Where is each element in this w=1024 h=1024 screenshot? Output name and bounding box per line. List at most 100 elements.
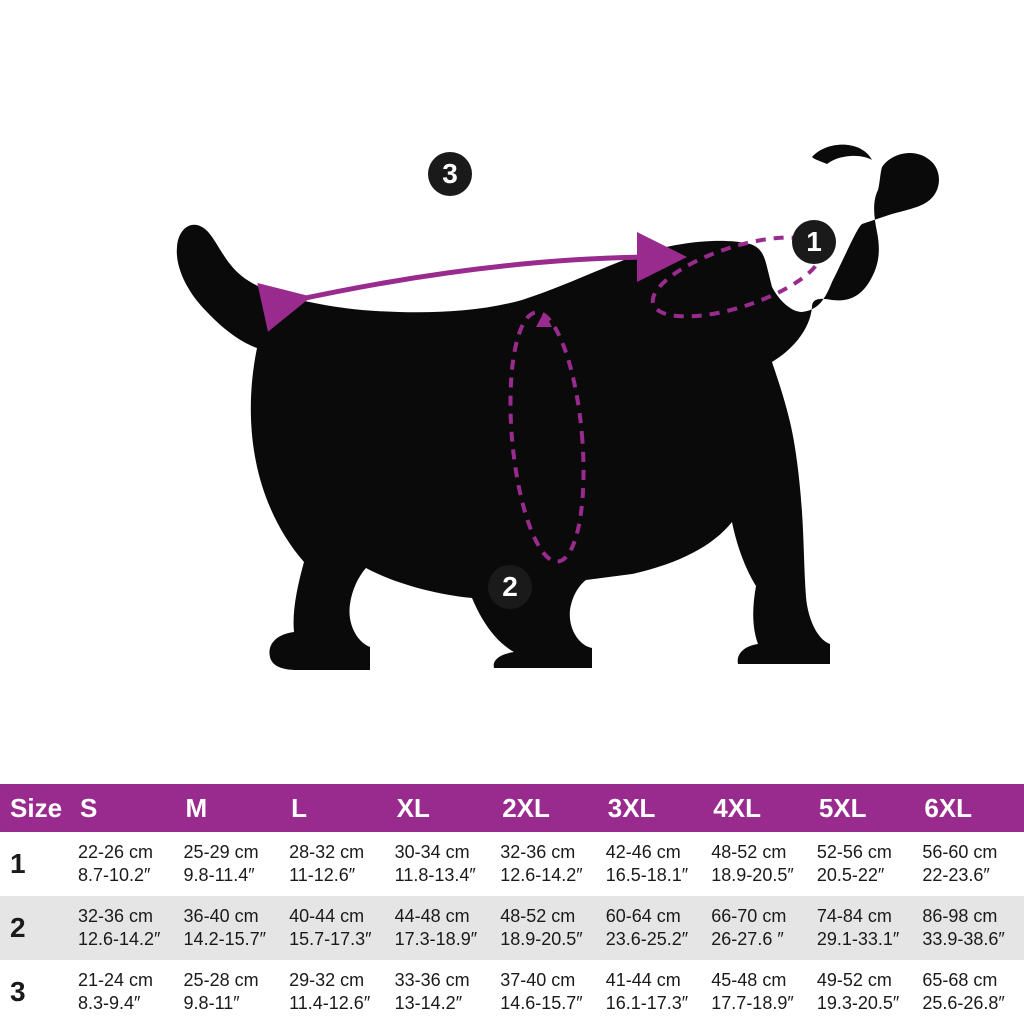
- row-label: 3: [0, 960, 74, 1024]
- cell-in: 25.6-26.8″: [922, 992, 1020, 1015]
- cell-cm: 40-44 cm: [289, 905, 387, 928]
- cell-in: 8.3-9.4″: [78, 992, 176, 1015]
- cell-in: 12.6-14.2″: [500, 864, 598, 887]
- cell-in: 19.3-20.5″: [817, 992, 915, 1015]
- cell-cm: 30-34 cm: [395, 841, 493, 864]
- cell-in: 11-12.6″: [289, 864, 387, 887]
- table-row: 232-36 cm12.6-14.2″36-40 cm14.2-15.7″40-…: [0, 896, 1024, 960]
- size-cell: 25-28 cm9.8-11″: [180, 960, 286, 1024]
- marker-label: 1: [806, 226, 822, 258]
- cell-in: 15.7-17.3″: [289, 928, 387, 951]
- size-cell: 60-64 cm23.6-25.2″: [602, 896, 708, 960]
- cell-in: 26-27.6 ″: [711, 928, 809, 951]
- table-body: 122-26 cm8.7-10.2″25-29 cm9.8-11.4″28-32…: [0, 832, 1024, 1024]
- cell-cm: 37-40 cm: [500, 969, 598, 992]
- cell-in: 29.1-33.1″: [817, 928, 915, 951]
- col-header-2XL: 2XL: [496, 784, 602, 832]
- marker-3-back: 3: [428, 152, 472, 196]
- cell-in: 11.8-13.4″: [395, 864, 493, 887]
- size-cell: 48-52 cm18.9-20.5″: [707, 832, 813, 896]
- col-header-4XL: 4XL: [707, 784, 813, 832]
- cell-in: 9.8-11″: [184, 992, 282, 1015]
- size-cell: 37-40 cm14.6-15.7″: [496, 960, 602, 1024]
- size-cell: 25-29 cm9.8-11.4″: [180, 832, 286, 896]
- cell-cm: 48-52 cm: [500, 905, 598, 928]
- size-cell: 45-48 cm17.7-18.9″: [707, 960, 813, 1024]
- table-row: 122-26 cm8.7-10.2″25-29 cm9.8-11.4″28-32…: [0, 832, 1024, 896]
- marker-label: 3: [442, 158, 458, 190]
- marker-label: 2: [502, 571, 518, 603]
- size-cell: 42-46 cm16.5-18.1″: [602, 832, 708, 896]
- col-header-6XL: 6XL: [918, 784, 1024, 832]
- size-cell: 36-40 cm14.2-15.7″: [180, 896, 286, 960]
- table-row: 321-24 cm8.3-9.4″25-28 cm9.8-11″29-32 cm…: [0, 960, 1024, 1024]
- size-cell: 48-52 cm18.9-20.5″: [496, 896, 602, 960]
- row-label: 1: [0, 832, 74, 896]
- cell-in: 14.6-15.7″: [500, 992, 598, 1015]
- cell-cm: 36-40 cm: [184, 905, 282, 928]
- size-cell: 41-44 cm16.1-17.3″: [602, 960, 708, 1024]
- col-header-XL: XL: [391, 784, 497, 832]
- cell-cm: 86-98 cm: [922, 905, 1020, 928]
- cell-in: 13-14.2″: [395, 992, 493, 1015]
- cell-cm: 44-48 cm: [395, 905, 493, 928]
- cell-in: 14.2-15.7″: [184, 928, 282, 951]
- row-label: 2: [0, 896, 74, 960]
- cell-in: 17.3-18.9″: [395, 928, 493, 951]
- size-cell: 74-84 cm29.1-33.1″: [813, 896, 919, 960]
- size-chart-table: SizeSMLXL2XL3XL4XL5XL6XL 122-26 cm8.7-10…: [0, 784, 1024, 1024]
- col-header-S: S: [74, 784, 180, 832]
- col-header-M: M: [180, 784, 286, 832]
- size-cell: 21-24 cm8.3-9.4″: [74, 960, 180, 1024]
- cell-in: 18.9-20.5″: [711, 864, 809, 887]
- cell-in: 16.5-18.1″: [606, 864, 704, 887]
- dog-silhouette: [72, 52, 952, 732]
- size-cell: 32-36 cm12.6-14.2″: [496, 832, 602, 896]
- cell-in: 18.9-20.5″: [500, 928, 598, 951]
- col-header-3XL: 3XL: [602, 784, 708, 832]
- cell-cm: 25-29 cm: [184, 841, 282, 864]
- size-cell: 56-60 cm22-23.6″: [918, 832, 1024, 896]
- col-header-5XL: 5XL: [813, 784, 919, 832]
- cell-in: 23.6-25.2″: [606, 928, 704, 951]
- cell-cm: 29-32 cm: [289, 969, 387, 992]
- cell-cm: 21-24 cm: [78, 969, 176, 992]
- cell-cm: 42-46 cm: [606, 841, 704, 864]
- cell-in: 20.5-22″: [817, 864, 915, 887]
- cell-cm: 65-68 cm: [922, 969, 1020, 992]
- cell-cm: 52-56 cm: [817, 841, 915, 864]
- col-header-size: Size: [0, 784, 74, 832]
- cell-cm: 48-52 cm: [711, 841, 809, 864]
- cell-cm: 32-36 cm: [78, 905, 176, 928]
- size-cell: 29-32 cm11.4-12.6″: [285, 960, 391, 1024]
- cell-in: 17.7-18.9″: [711, 992, 809, 1015]
- cell-in: 33.9-38.6″: [922, 928, 1020, 951]
- size-cell: 49-52 cm19.3-20.5″: [813, 960, 919, 1024]
- cell-cm: 32-36 cm: [500, 841, 598, 864]
- measurement-diagram: 1 2 3: [0, 0, 1024, 784]
- cell-cm: 60-64 cm: [606, 905, 704, 928]
- cell-cm: 22-26 cm: [78, 841, 176, 864]
- cell-in: 8.7-10.2″: [78, 864, 176, 887]
- table-header: SizeSMLXL2XL3XL4XL5XL6XL: [0, 784, 1024, 832]
- cell-cm: 45-48 cm: [711, 969, 809, 992]
- size-cell: 28-32 cm11-12.6″: [285, 832, 391, 896]
- size-cell: 52-56 cm20.5-22″: [813, 832, 919, 896]
- cell-in: 12.6-14.2″: [78, 928, 176, 951]
- size-cell: 30-34 cm11.8-13.4″: [391, 832, 497, 896]
- marker-2-chest: 2: [488, 565, 532, 609]
- cell-cm: 28-32 cm: [289, 841, 387, 864]
- marker-1-neck: 1: [792, 220, 836, 264]
- size-cell: 86-98 cm33.9-38.6″: [918, 896, 1024, 960]
- size-cell: 44-48 cm17.3-18.9″: [391, 896, 497, 960]
- size-cell: 22-26 cm8.7-10.2″: [74, 832, 180, 896]
- cell-cm: 49-52 cm: [817, 969, 915, 992]
- col-header-L: L: [285, 784, 391, 832]
- cell-cm: 66-70 cm: [711, 905, 809, 928]
- cell-cm: 25-28 cm: [184, 969, 282, 992]
- size-cell: 65-68 cm25.6-26.8″: [918, 960, 1024, 1024]
- size-cell: 40-44 cm15.7-17.3″: [285, 896, 391, 960]
- size-cell: 66-70 cm26-27.6 ″: [707, 896, 813, 960]
- cell-in: 22-23.6″: [922, 864, 1020, 887]
- cell-in: 9.8-11.4″: [184, 864, 282, 887]
